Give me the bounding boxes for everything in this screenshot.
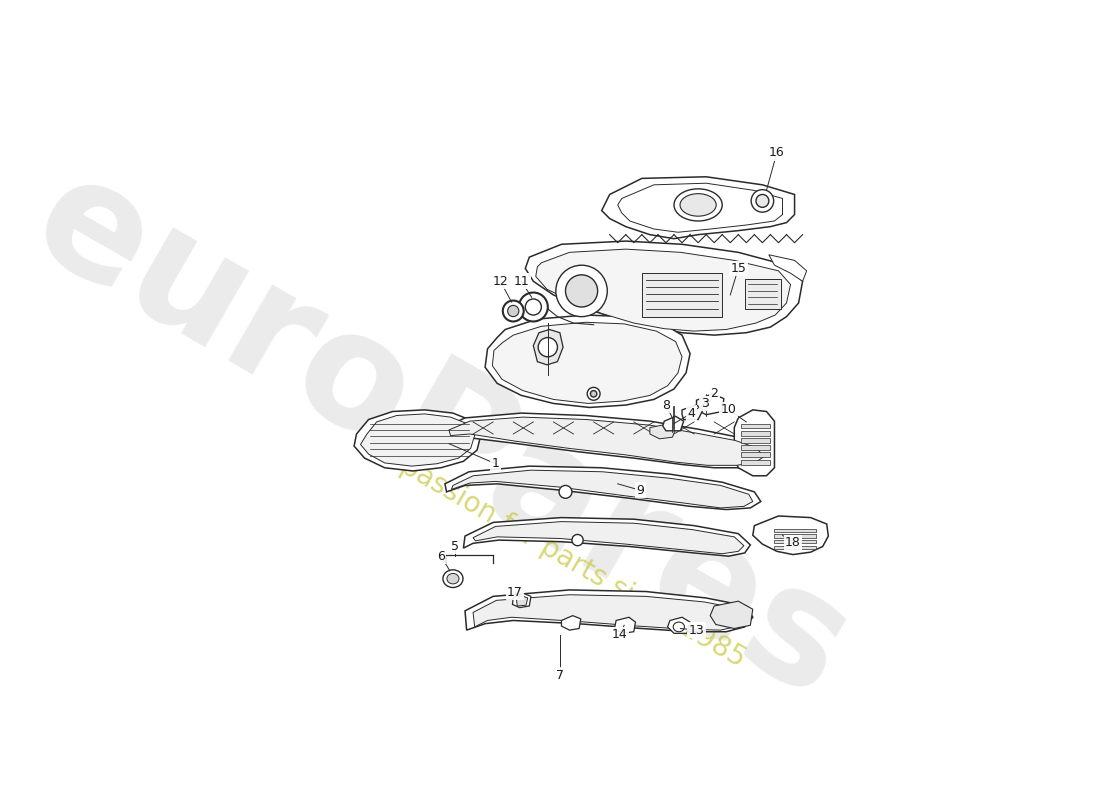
Polygon shape: [463, 518, 750, 556]
Bar: [774, 534, 816, 538]
Circle shape: [519, 293, 548, 322]
Circle shape: [559, 486, 572, 498]
Circle shape: [556, 265, 607, 317]
Text: 18: 18: [785, 536, 801, 549]
Ellipse shape: [674, 189, 723, 221]
Polygon shape: [769, 254, 806, 282]
Polygon shape: [441, 413, 770, 468]
Circle shape: [538, 338, 558, 357]
Text: 3: 3: [701, 397, 708, 410]
Polygon shape: [449, 417, 764, 466]
Polygon shape: [361, 414, 475, 466]
Circle shape: [751, 190, 773, 212]
Polygon shape: [735, 410, 774, 476]
Polygon shape: [711, 601, 752, 629]
Text: a passion for parts since 1985: a passion for parts since 1985: [373, 439, 750, 673]
Circle shape: [507, 306, 519, 317]
Text: 7: 7: [556, 669, 564, 682]
Circle shape: [756, 194, 769, 207]
Text: 14: 14: [612, 629, 627, 642]
Bar: [745, 279, 781, 310]
Text: 13: 13: [689, 624, 704, 637]
Bar: [740, 446, 770, 450]
Bar: [774, 546, 816, 549]
Polygon shape: [668, 618, 690, 634]
Ellipse shape: [447, 574, 459, 584]
Text: 1: 1: [492, 458, 499, 470]
Polygon shape: [513, 593, 531, 608]
Polygon shape: [752, 516, 828, 554]
Circle shape: [587, 387, 601, 400]
Polygon shape: [473, 522, 744, 554]
Text: 5: 5: [451, 540, 460, 553]
Circle shape: [591, 390, 597, 397]
Text: 9: 9: [636, 484, 645, 497]
Polygon shape: [473, 594, 746, 630]
Text: 17: 17: [507, 586, 522, 599]
Ellipse shape: [443, 570, 463, 587]
Bar: [740, 430, 770, 435]
Polygon shape: [493, 322, 682, 403]
Polygon shape: [465, 590, 752, 632]
Polygon shape: [615, 618, 636, 634]
Bar: [641, 274, 723, 318]
Text: euroPares: euroPares: [7, 140, 876, 731]
Bar: [774, 529, 816, 532]
Polygon shape: [517, 595, 528, 606]
Text: 10: 10: [720, 403, 737, 416]
Text: 4: 4: [688, 406, 695, 419]
Ellipse shape: [680, 194, 716, 216]
Text: 16: 16: [769, 146, 784, 159]
Circle shape: [503, 301, 524, 322]
Polygon shape: [618, 183, 782, 232]
Polygon shape: [485, 315, 690, 407]
Text: 8: 8: [662, 398, 670, 411]
Polygon shape: [682, 405, 703, 419]
Polygon shape: [526, 241, 803, 335]
Polygon shape: [534, 330, 563, 365]
Polygon shape: [536, 249, 791, 331]
Bar: [740, 460, 770, 465]
Bar: [774, 540, 816, 543]
Polygon shape: [561, 616, 581, 630]
Bar: [740, 438, 770, 443]
Circle shape: [572, 534, 583, 546]
Text: 6: 6: [437, 550, 444, 562]
Polygon shape: [650, 424, 675, 439]
Polygon shape: [451, 470, 752, 508]
Bar: [740, 453, 770, 458]
Text: 2: 2: [711, 387, 718, 400]
Bar: [740, 423, 770, 428]
Polygon shape: [354, 410, 481, 471]
Polygon shape: [696, 394, 724, 414]
Polygon shape: [602, 177, 794, 238]
Circle shape: [565, 275, 597, 307]
Circle shape: [526, 299, 541, 315]
Polygon shape: [444, 466, 761, 510]
Text: 11: 11: [514, 274, 529, 288]
Text: 12: 12: [493, 274, 508, 288]
Text: 15: 15: [730, 262, 746, 275]
Polygon shape: [662, 416, 683, 430]
Ellipse shape: [673, 622, 684, 632]
